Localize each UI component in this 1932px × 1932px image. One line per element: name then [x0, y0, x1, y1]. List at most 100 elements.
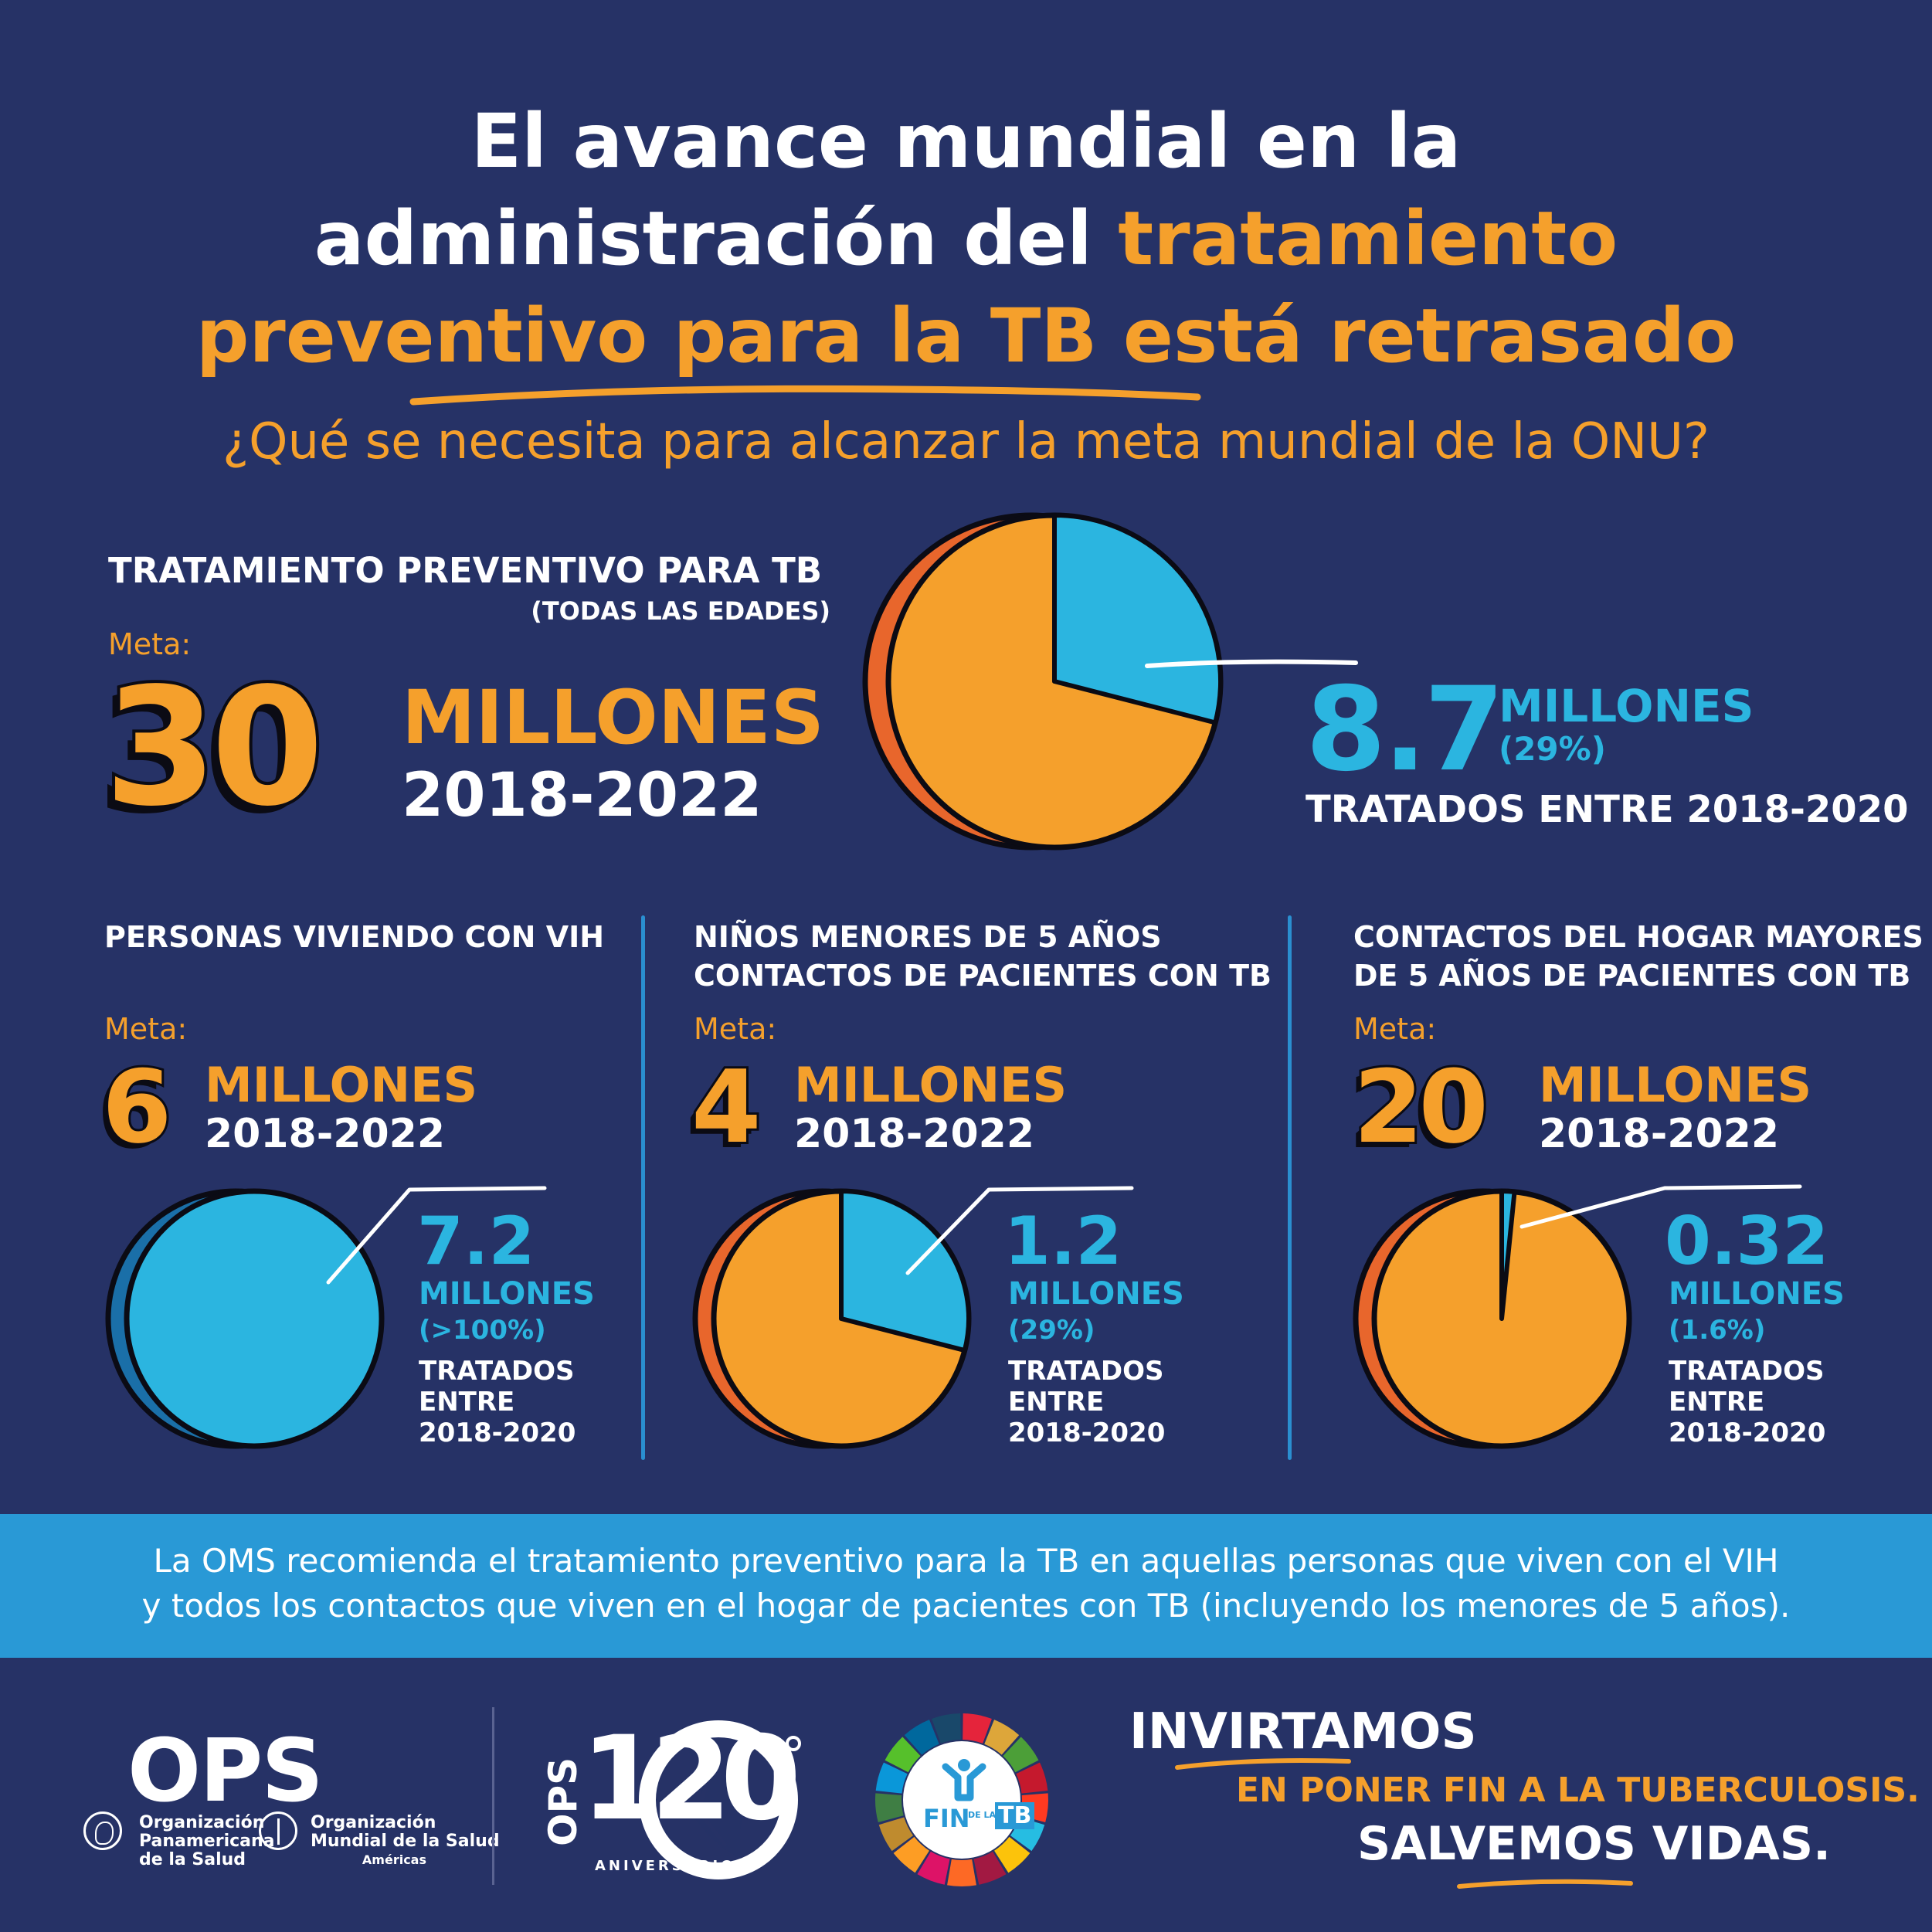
col2-heading-line1: NIÑOS MENORES DE 5 AÑOS — [694, 920, 1162, 954]
col2-pointer-line — [905, 1186, 1134, 1275]
column-divider-2 — [1288, 915, 1292, 1460]
col2-goal-unit: MILLONES — [794, 1057, 1068, 1113]
footer-divider — [492, 1707, 494, 1885]
person-raised-arms-icon — [942, 1759, 986, 1801]
org1-line-3: de la Salud — [139, 1850, 246, 1869]
banner-line-2: y todos los contactos que viven en el ho… — [141, 1587, 1791, 1625]
top-goal-number: 30 — [101, 650, 327, 845]
fin-tb: TB — [995, 1802, 1035, 1829]
col3-goal-years: 2018-2022 — [1539, 1111, 1780, 1157]
sdg-segment — [875, 1762, 908, 1794]
col3-goal-unit: MILLONES — [1539, 1057, 1812, 1113]
paho-seal-icon — [83, 1811, 122, 1850]
col2-result-text-3: 2018-2020 — [1008, 1418, 1166, 1448]
org1-line-2: Panamericana — [139, 1832, 275, 1851]
col3-result-text-2: ENTRE — [1669, 1387, 1765, 1418]
sdg-segment — [904, 1720, 939, 1755]
anniv-number: 120 — [581, 1712, 801, 1846]
cta-underline-2 — [1457, 1879, 1633, 1889]
col2-result-number: 1.2 — [1004, 1203, 1122, 1280]
col2-pie-chart — [692, 1188, 972, 1449]
top-goal-unit: MILLONES — [402, 674, 824, 761]
col3-heading: CONTACTOS DEL HOGAR MAYORES DE 5 AÑOS DE… — [1353, 918, 1924, 995]
top-meta-label: Meta: — [108, 627, 192, 661]
org1-line-1: Organización — [139, 1813, 265, 1832]
col3-result-unit: MILLONES — [1669, 1276, 1845, 1312]
sdg-segment — [963, 1713, 992, 1744]
col2-result-text-2: ENTRE — [1008, 1387, 1105, 1418]
col1-goal-years: 2018-2022 — [205, 1111, 446, 1157]
top-pie-chart — [862, 512, 1224, 851]
cta-underline-1 — [1175, 1758, 1351, 1770]
col2-result-text: TRATADOS ENTRE 2018-2020 — [1008, 1356, 1193, 1448]
col1-result-text-1: TRATADOS — [419, 1356, 575, 1387]
sdg-segment — [973, 1851, 1007, 1885]
pie-face-1 — [124, 1188, 385, 1449]
page-title: El avance mundial en la administración d… — [77, 93, 1855, 385]
top-result-percent: (29%) — [1499, 730, 1606, 768]
col1-result-text: TRATADOS ENTRE 2018-2020 — [419, 1356, 604, 1448]
col1-pointer-line — [326, 1186, 547, 1285]
recommendation-banner — [0, 1514, 1932, 1658]
cta-line-1: INVIRTAMOS — [1129, 1703, 1477, 1761]
pie-slice-treated-3 — [1499, 1189, 1517, 1321]
ops-logo: OPS — [127, 1721, 324, 1822]
org2-line-1: Organización — [311, 1813, 436, 1832]
org2-name: Organización Mundial de la Salud América… — [311, 1814, 500, 1869]
col2-result-text-1: TRATADOS — [1008, 1356, 1164, 1387]
sdg-segment — [885, 1737, 921, 1773]
sdg-segment — [1016, 1762, 1048, 1794]
sdg-segment — [893, 1836, 929, 1873]
org2-line-2: Mundial de la Salud — [311, 1832, 500, 1851]
col1-result-unit: MILLONES — [419, 1276, 595, 1312]
col3-result-text-1: TRATADOS — [1669, 1356, 1825, 1387]
col3-meta-label: Meta: — [1353, 1012, 1437, 1046]
col2-meta-label: Meta: — [694, 1012, 777, 1046]
col3-heading-line1: CONTACTOS DEL HOGAR MAYORES — [1353, 920, 1924, 954]
title-line-2-white: administración del — [314, 195, 1119, 282]
anniv-prefix: OPS — [541, 1757, 586, 1846]
col3-result-text: TRATADOS ENTRE 2018-2020 — [1669, 1356, 1854, 1448]
col3-result-percent: (1.6%) — [1669, 1315, 1766, 1346]
col2-goal-number: 4 — [689, 1048, 764, 1166]
top-result-text: TRATADOS ENTRE 2018-2020 — [1306, 788, 1909, 831]
col2-heading: NIÑOS MENORES DE 5 AÑOS CONTACTOS DE PAC… — [694, 918, 1272, 995]
banner-line-1: La OMS recomienda el tratamiento prevent… — [153, 1542, 1779, 1580]
column-divider-1 — [641, 915, 645, 1460]
col3-result-text-3: 2018-2020 — [1669, 1418, 1826, 1448]
col1-heading-line1: PERSONAS VIVIENDO CON VIH — [104, 920, 605, 954]
anniv-label: ANIVERSARIO — [595, 1858, 736, 1874]
pie-slice-treated-0 — [1052, 513, 1223, 725]
top-heading: TRATAMIENTO PREVENTIVO PARA TB — [108, 550, 823, 591]
top-subheading: (TODAS LAS EDADES) — [531, 596, 830, 626]
sdg-segment — [1003, 1737, 1039, 1773]
col3-heading-line2: DE 5 AÑOS DE PACIENTES CON TB — [1353, 959, 1911, 993]
sdg-segment — [917, 1851, 950, 1885]
col3-pie-chart — [1353, 1188, 1632, 1449]
title-underline-swoosh — [409, 385, 1201, 406]
sdg-segment — [878, 1817, 914, 1852]
org1-name: Organización Panamericana de la Salud — [139, 1814, 275, 1869]
col1-goal-number: 6 — [100, 1048, 175, 1166]
who-emblem-icon — [259, 1811, 297, 1850]
col1-result-percent: (>100%) — [419, 1315, 546, 1346]
col1-result-number: 7.2 — [417, 1203, 535, 1280]
col2-result-percent: (29%) — [1008, 1315, 1095, 1346]
col2-heading-line2: CONTACTOS DE PACIENTES CON TB — [694, 959, 1272, 993]
col1-result-text-2: ENTRE — [419, 1387, 515, 1418]
title-line-1: El avance mundial en la — [470, 98, 1462, 185]
fin-small: DE LA — [968, 1810, 996, 1820]
col1-goal-unit: MILLONES — [205, 1057, 478, 1113]
col2-result-unit: MILLONES — [1008, 1276, 1184, 1312]
banner-text: La OMS recomienda el tratamiento prevent… — [116, 1539, 1816, 1628]
col3-pointer-line — [1519, 1184, 1802, 1229]
top-pointer-line — [1145, 659, 1358, 668]
sdg-segment — [932, 1713, 961, 1744]
title-line-3: preventivo para la TB está retrasado — [195, 293, 1737, 379]
sdg-segment — [994, 1836, 1031, 1873]
sdg-segment — [984, 1720, 1020, 1755]
col2-goal-years: 2018-2022 — [794, 1111, 1035, 1157]
title-line-2-orange: tratamiento — [1118, 195, 1618, 282]
title-line-2: administración del tratamiento — [77, 190, 1855, 287]
ops-120-anniversary-logo — [639, 1720, 801, 1879]
